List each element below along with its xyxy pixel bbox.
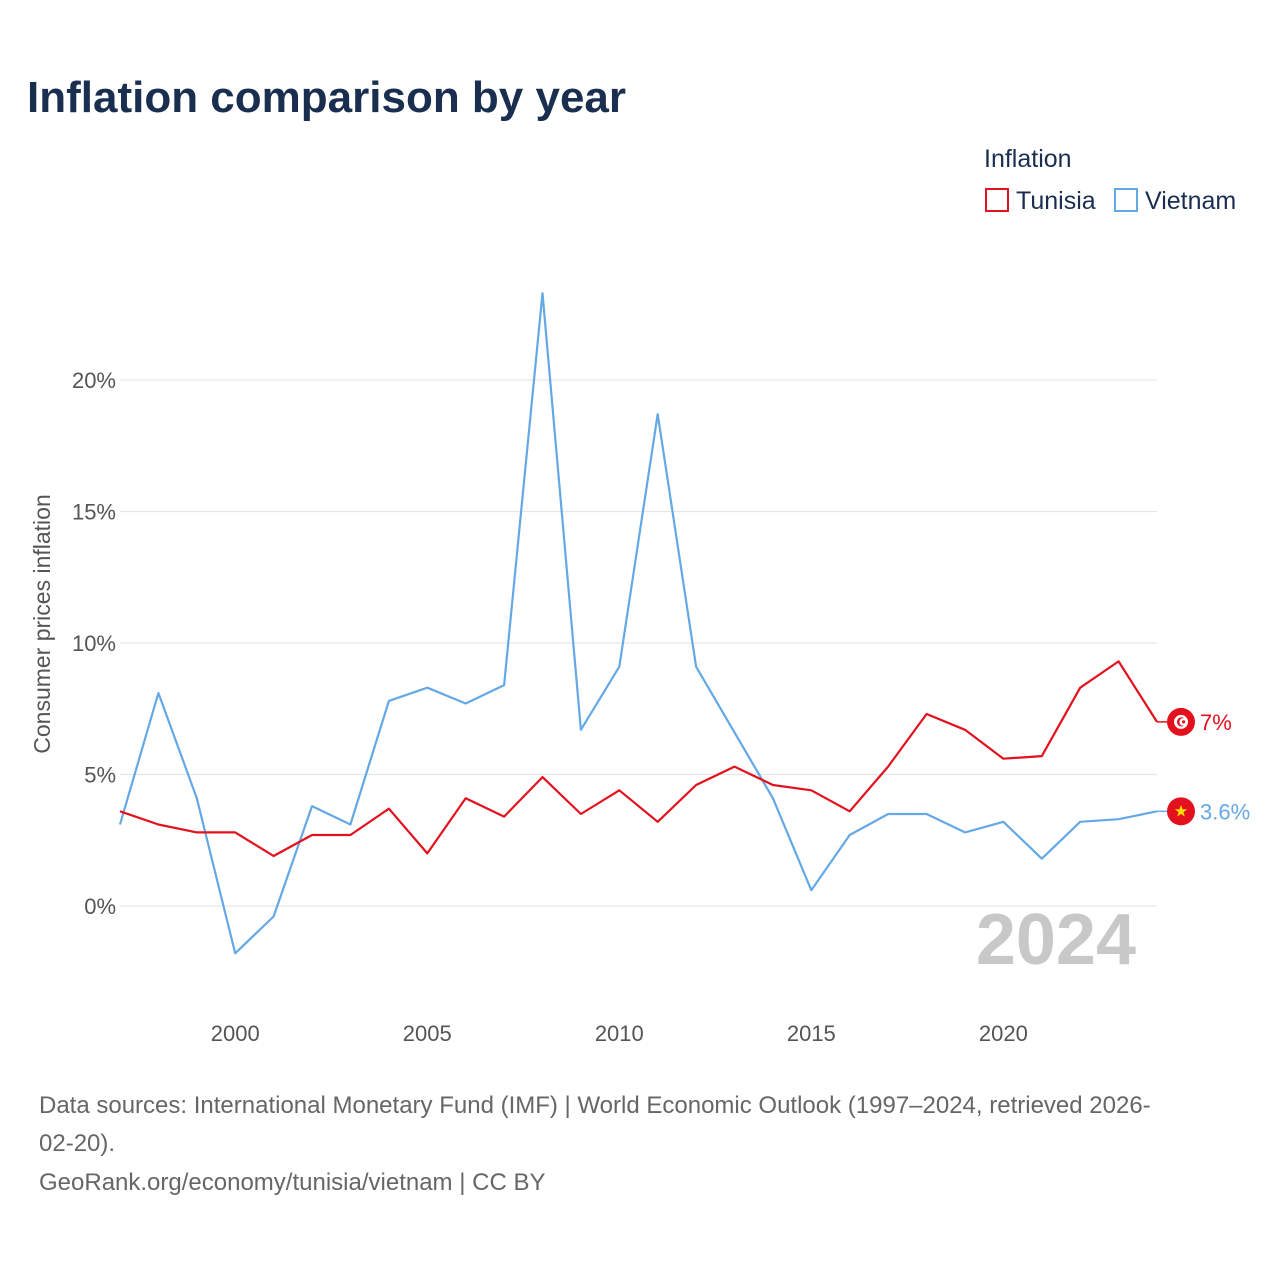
y-tick-label: 5% xyxy=(84,763,116,788)
grid xyxy=(120,379,1157,907)
year-watermark: 2024 xyxy=(976,900,1136,980)
end-marker-tunisia: 7% xyxy=(1157,707,1232,736)
end-marker-vietnam: 3.6% xyxy=(1157,797,1250,826)
y-tick-label: 20% xyxy=(72,368,116,393)
legend-title: Inflation xyxy=(984,145,1072,173)
legend-swatch-tunisia xyxy=(985,188,1009,212)
legend-label-vietnam: Vietnam xyxy=(1145,187,1236,215)
series-line-tunisia[interactable] xyxy=(119,660,1158,858)
x-tick-label: 2020 xyxy=(979,1021,1028,1046)
y-axis-label: Consumer prices inflation xyxy=(29,494,55,754)
source-line-1: Data sources: International Monetary Fun… xyxy=(39,1092,1151,1119)
y-tick-label: 10% xyxy=(72,631,116,656)
legend-item-tunisia[interactable]: Tunisia xyxy=(985,187,1096,215)
vietnam-flag-icon xyxy=(1167,797,1195,826)
x-axis-ticks: 2000 2005 2010 2015 2020 xyxy=(211,1021,1028,1046)
source-line-2: 02-20). xyxy=(39,1130,115,1157)
x-tick-label: 2010 xyxy=(595,1021,644,1046)
series-line-vietnam[interactable] xyxy=(118,292,1158,955)
end-label-vietnam: 3.6% xyxy=(1200,799,1250,824)
end-label-tunisia: 7% xyxy=(1200,710,1232,735)
x-tick-label: 2015 xyxy=(787,1021,836,1046)
x-tick-label: 2005 xyxy=(403,1021,452,1046)
chart-title: Inflation comparison by year xyxy=(27,73,626,122)
x-tick-label: 2000 xyxy=(211,1021,260,1046)
end-markers: 7% 3.6% xyxy=(1157,707,1250,826)
y-tick-label: 15% xyxy=(72,500,116,525)
legend-swatch-vietnam xyxy=(1114,188,1138,212)
legend: Inflation Tunisia Vietnam xyxy=(984,145,1236,215)
y-tick-label: 0% xyxy=(84,894,116,919)
series xyxy=(118,292,1158,955)
y-axis-ticks: 0% 5% 10% 15% 20% xyxy=(72,368,116,919)
legend-item-vietnam[interactable]: Vietnam xyxy=(1114,187,1236,215)
attribution[interactable]: GeoRank.org/economy/tunisia/vietnam | CC… xyxy=(39,1169,545,1196)
legend-label-tunisia: Tunisia xyxy=(1016,187,1096,215)
tunisia-flag-icon xyxy=(1167,707,1195,736)
